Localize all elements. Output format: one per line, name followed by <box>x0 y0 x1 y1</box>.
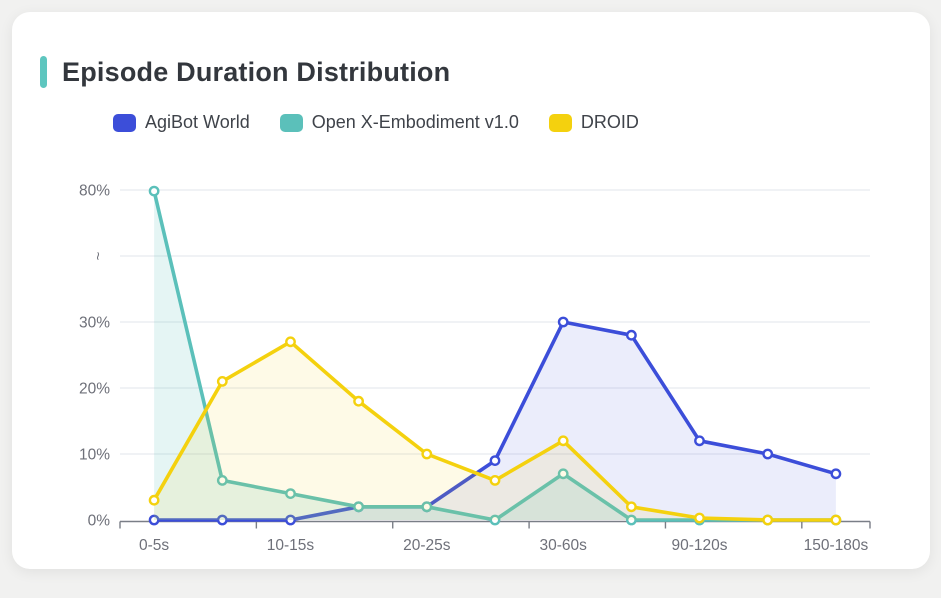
series-point-agibot-world <box>694 435 705 447</box>
series-point-droid <box>216 375 228 387</box>
series-point-agibot-world <box>285 514 296 526</box>
x-axis-label: 90-120s <box>672 537 728 554</box>
series-point-droid <box>694 512 705 524</box>
page-title: Episode Duration Distribution <box>62 56 451 87</box>
series-point-open-x-embodiment-v1-0 <box>421 501 433 513</box>
legend-label: DROID <box>580 112 639 132</box>
chart-canvas: 0% 10% 20% 30% ~80% 0-5s 10-15s 20-25s 30-60s 90-… <box>79 183 871 554</box>
series-point-droid <box>353 395 364 407</box>
series-point-agibot-world <box>148 514 160 526</box>
x-axis-label: 20-25s <box>403 537 451 554</box>
legend: AgiBot World Open X-Embodiment v1.0 DROID <box>113 112 639 133</box>
series-point-droid <box>557 435 569 447</box>
series-point-agibot-world <box>557 316 569 328</box>
series-area-open-x-embodiment-v1-0 <box>154 191 836 520</box>
series-point-droid <box>285 336 296 348</box>
legend-swatch <box>279 113 303 132</box>
series-point-open-x-embodiment-v1-0 <box>285 488 296 499</box>
series-area-agibot-world <box>154 322 836 520</box>
series-point-open-x-embodiment-v1-0 <box>353 501 364 513</box>
legend-item-open-x-embodiment-v1-0[interactable]: Open X-Embodiment v1.0 <box>279 112 519 133</box>
y-axis-label: 0% <box>88 513 111 530</box>
series-point-droid <box>148 494 160 506</box>
series-point-droid <box>762 514 774 526</box>
y-axis-label: 30% <box>79 315 110 332</box>
series-point-open-x-embodiment-v1-0 <box>148 185 160 197</box>
series-point-open-x-embodiment-v1-0 <box>557 468 569 480</box>
x-axis-label: 30-60s <box>539 537 587 554</box>
y-axis-label: 10% <box>79 447 110 464</box>
x-axis-label: 0-5s <box>139 537 169 554</box>
series-point-agibot-world <box>762 448 774 460</box>
legend-label: Open X-Embodiment v1.0 <box>311 112 519 132</box>
title-accent-bar <box>40 56 47 88</box>
chart-card: Episode Duration Distribution AgiBot Wor… <box>12 12 930 569</box>
legend-swatch <box>113 113 136 132</box>
y-axis-label: 20% <box>79 381 110 398</box>
legend-item-agibot-world[interactable]: AgiBot World <box>113 112 250 133</box>
titlebar: Episode Duration Distribution <box>40 56 450 88</box>
legend-label: AgiBot World <box>145 112 250 132</box>
series-point-agibot-world <box>626 329 637 341</box>
y-axis-break-label: ~ <box>89 252 106 261</box>
series-point-droid <box>830 514 842 526</box>
series-point-droid <box>626 501 637 513</box>
series-point-agibot-world <box>830 468 842 480</box>
legend-swatch <box>548 113 572 132</box>
y-axis-label: 80% <box>79 183 110 200</box>
series-point-droid <box>489 474 501 486</box>
series-point-agibot-world <box>216 514 228 526</box>
series-point-open-x-embodiment-v1-0 <box>216 474 228 486</box>
x-axis-label: 150-180s <box>804 537 869 554</box>
series-area-droid <box>154 341 836 520</box>
series-point-open-x-embodiment-v1-0 <box>489 514 501 526</box>
series-point-agibot-world <box>489 455 501 466</box>
series-point-droid <box>421 448 433 460</box>
x-axis-label: 10-15s <box>267 537 315 554</box>
series-point-open-x-embodiment-v1-0 <box>626 514 637 526</box>
legend-item-droid[interactable]: DROID <box>548 112 639 133</box>
